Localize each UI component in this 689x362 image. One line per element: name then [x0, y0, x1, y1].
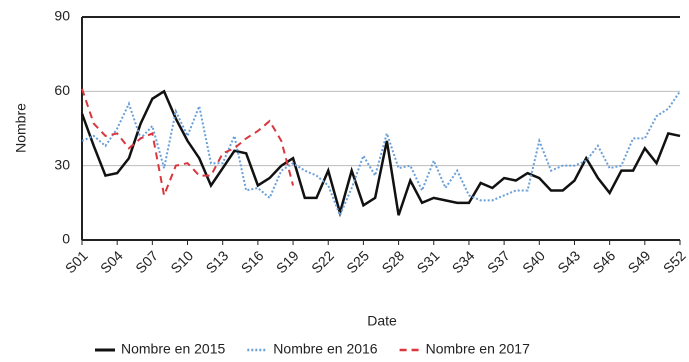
legend-label: Nombre en 2015 [121, 341, 226, 357]
x-tick-label: S16 [238, 247, 267, 276]
legend-label: Nombre en 2016 [273, 341, 378, 357]
x-tick-label: S28 [378, 247, 407, 276]
x-tick-label: S40 [519, 247, 548, 276]
x-tick-label: S22 [308, 247, 337, 276]
x-tick-label: S01 [62, 247, 91, 276]
y-tick-label: 0 [62, 231, 70, 247]
x-tick-label: S07 [132, 247, 161, 276]
x-tick-label: S46 [589, 247, 618, 276]
x-axis-label: Date [367, 313, 397, 329]
x-tick-label: S37 [484, 247, 513, 276]
x-tick-label: S13 [203, 247, 232, 276]
series-line [80, 89, 681, 218]
x-tick-label: S25 [343, 247, 372, 276]
y-tick-label: 90 [54, 8, 70, 24]
y-tick-label: 30 [54, 156, 70, 172]
x-tick-label: S34 [449, 247, 478, 276]
series-line [81, 88, 295, 199]
x-tick-label: S04 [97, 247, 126, 276]
y-axis-label: Nombre [13, 103, 29, 153]
y-tick-label: 60 [54, 82, 70, 98]
legend-label: Nombre en 2017 [426, 341, 531, 357]
x-tick-label: S43 [554, 247, 583, 276]
x-tick-label: S52 [660, 247, 689, 276]
x-tick-label: S31 [414, 247, 443, 276]
x-tick-label: S49 [625, 247, 654, 276]
series-line [81, 90, 681, 218]
x-tick-label: S10 [167, 247, 196, 276]
x-tick-label: S19 [273, 247, 302, 276]
